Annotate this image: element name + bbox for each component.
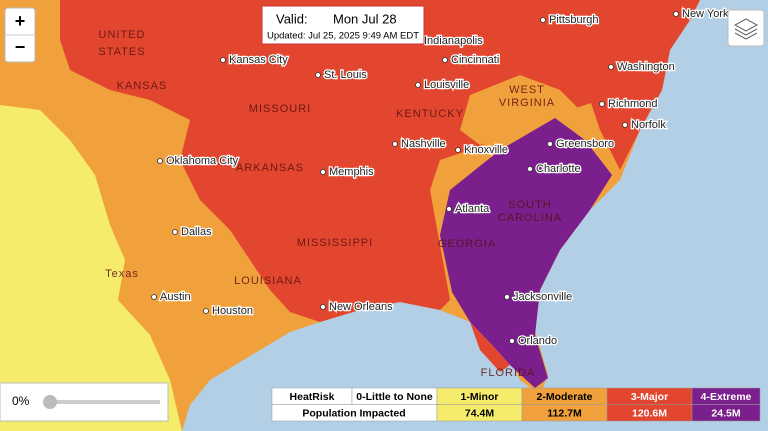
slider-label: 0% bbox=[12, 394, 30, 408]
city-dot bbox=[599, 101, 605, 107]
city-dot bbox=[220, 57, 226, 63]
region-label: STATES bbox=[98, 46, 145, 58]
city-dot bbox=[455, 147, 461, 153]
city-label: Knoxville bbox=[464, 144, 508, 156]
city-dot bbox=[446, 206, 452, 212]
city-label: Washington bbox=[617, 61, 675, 73]
city-label: Charlotte bbox=[536, 163, 581, 175]
legend-header: HeatRisk bbox=[290, 391, 335, 403]
valid-label: Valid: bbox=[276, 11, 308, 26]
city-label: New York bbox=[682, 8, 729, 20]
city-label: Cincinnati bbox=[451, 54, 499, 66]
region-label: MISSOURI bbox=[249, 103, 311, 115]
region-label: SOUTH bbox=[508, 199, 552, 211]
city-label: Norfolk bbox=[631, 119, 666, 131]
region-label: ARKANSAS bbox=[236, 162, 304, 174]
legend-value: 74.4M bbox=[465, 408, 494, 420]
region-label: UNITED bbox=[99, 29, 146, 41]
zoom-in[interactable]: + bbox=[15, 11, 26, 31]
city-dot bbox=[157, 158, 163, 164]
city-label: Austin bbox=[160, 291, 191, 303]
region-label: LOUISIANA bbox=[234, 275, 302, 287]
city-label: Houston bbox=[212, 305, 253, 317]
updated: Updated: Jul 25, 2025 9:49 AM EDT bbox=[267, 31, 419, 42]
legend-category: 0-Little to None bbox=[356, 391, 433, 403]
city-dot bbox=[151, 294, 157, 300]
region-label: CAROLINA bbox=[498, 212, 562, 224]
region-label: FLORIDA bbox=[481, 367, 536, 379]
layers-icon bbox=[733, 18, 759, 40]
city-label: Dallas bbox=[181, 226, 212, 238]
slider-thumb[interactable] bbox=[43, 395, 57, 409]
region-label: Texas bbox=[105, 268, 139, 280]
city-label: Greensboro bbox=[556, 138, 614, 150]
land-red-ne bbox=[560, 0, 700, 170]
city-dot bbox=[547, 141, 553, 147]
region-label: MISSISSIPPI bbox=[297, 237, 373, 249]
layers-button[interactable] bbox=[727, 9, 765, 47]
city-label: Louisville bbox=[424, 79, 469, 91]
city-label: Oklahoma City bbox=[166, 155, 239, 167]
city-dot bbox=[527, 166, 533, 172]
zoom-out[interactable]: − bbox=[15, 37, 26, 57]
city-label: Pittsburgh bbox=[549, 14, 599, 26]
city-dot bbox=[315, 72, 321, 78]
city-dot bbox=[622, 122, 628, 128]
city-dot bbox=[673, 11, 679, 17]
city-label: Memphis bbox=[329, 166, 374, 178]
city-label: St. Louis bbox=[324, 69, 367, 81]
city-label: Nashville bbox=[401, 138, 446, 150]
city-label: New Orleans bbox=[329, 301, 393, 313]
city-dot bbox=[540, 17, 546, 23]
region-label: WEST bbox=[509, 84, 545, 96]
city-dot bbox=[320, 304, 326, 310]
legend-category: 3-Major bbox=[631, 391, 668, 403]
land-red bbox=[60, 0, 650, 322]
legend-category: 2-Moderate bbox=[536, 391, 592, 403]
city-dot bbox=[504, 294, 510, 300]
region-label: KENTUCKY bbox=[396, 108, 464, 120]
city-label: Kansas City bbox=[229, 54, 288, 66]
land-yellow bbox=[0, 105, 182, 431]
city-dot bbox=[172, 229, 178, 235]
city-dot bbox=[442, 57, 448, 63]
city-dot bbox=[415, 82, 421, 88]
region-label: VIRGINIA bbox=[499, 97, 555, 109]
city-label: Jacksonville bbox=[513, 291, 572, 303]
city-dot bbox=[608, 64, 614, 70]
legend-row-label: Population Impacted bbox=[302, 408, 405, 420]
city-label: Orlando bbox=[518, 335, 557, 347]
city-dot bbox=[203, 308, 209, 314]
legend-value: 24.5M bbox=[711, 408, 740, 420]
legend-cell bbox=[691, 404, 761, 422]
legend-category: 4-Extreme bbox=[701, 391, 752, 403]
city-dot bbox=[392, 141, 398, 147]
valid-date: Mon Jul 28 bbox=[333, 11, 397, 26]
legend-value: 120.6M bbox=[632, 408, 667, 420]
city-dot bbox=[509, 338, 515, 344]
city-dot bbox=[320, 169, 326, 175]
city-label: Atlanta bbox=[455, 203, 490, 215]
legend-value: 112.7M bbox=[547, 408, 582, 420]
region-label: GEORGIA bbox=[438, 238, 496, 250]
valid-box bbox=[261, 5, 425, 45]
city-label: Richmond bbox=[608, 98, 658, 110]
legend-category: 1-Minor bbox=[461, 391, 499, 403]
region-label: KANSAS bbox=[117, 80, 168, 92]
land-purple bbox=[440, 118, 612, 388]
city-label: Indianapolis bbox=[424, 35, 483, 47]
land-red-fl bbox=[470, 322, 510, 372]
